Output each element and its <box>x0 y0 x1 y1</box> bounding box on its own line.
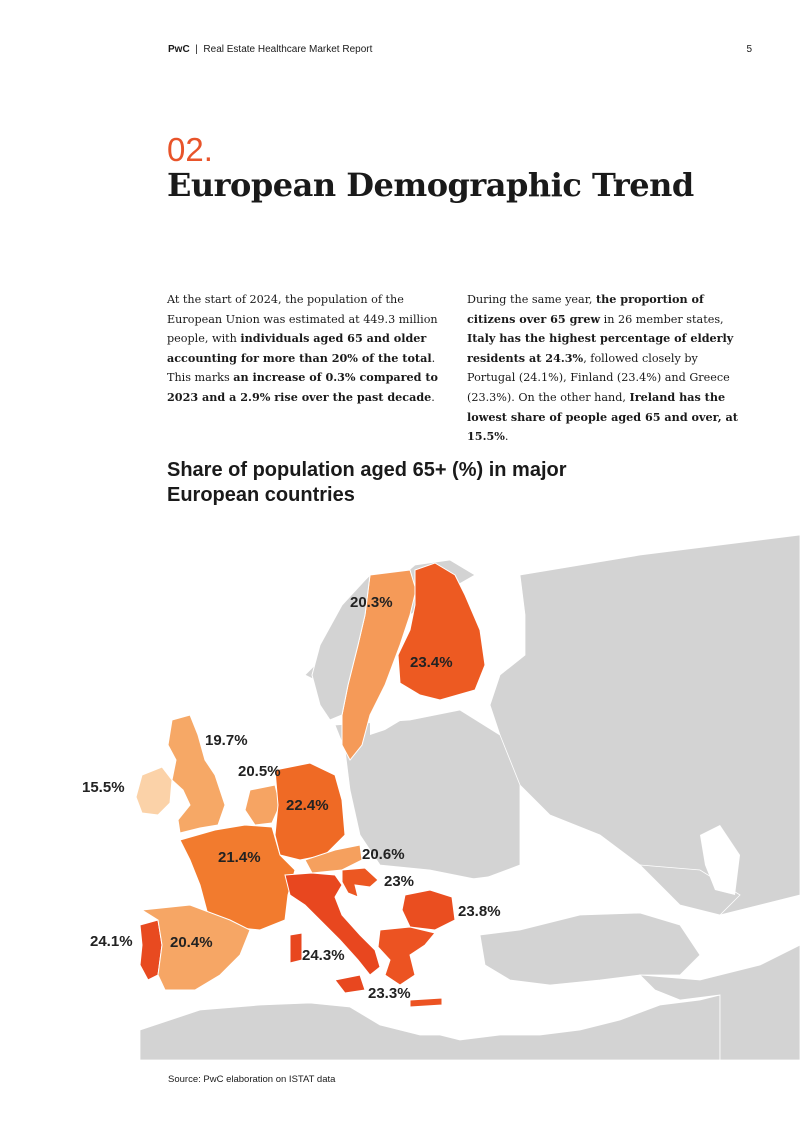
land-caucasus <box>638 864 741 916</box>
country-france <box>179 824 296 931</box>
text-run: . This marks <box>167 351 436 385</box>
text-run: At the start of 2024, the population of … <box>167 293 438 346</box>
text-run: an increase of 0.3% compared to 2023 and… <box>167 370 438 404</box>
text-run: . <box>431 390 435 404</box>
text-run: . <box>504 430 509 444</box>
header-separator: | <box>195 44 198 55</box>
map-value-label: 20.5% <box>238 763 281 780</box>
map-value-label: 20.6% <box>362 846 405 863</box>
map-value-label: 22.4% <box>286 797 329 814</box>
section-number: 02. <box>167 131 213 168</box>
country-uk <box>167 714 226 834</box>
land-middle-east <box>638 944 800 1060</box>
land-northeast <box>489 535 800 916</box>
body-text-right: During the same year, the proportion of … <box>467 290 749 447</box>
map-value-label: 23.8% <box>458 903 501 920</box>
chart-title: Share of population aged 65+ (%) in majo… <box>167 459 567 506</box>
map-value-label: 23% <box>384 873 414 890</box>
text-run: During the same year, <box>467 293 596 306</box>
brand-name: PwC <box>168 44 190 55</box>
country-spain <box>140 904 251 991</box>
map-value-label: 19.7% <box>205 732 248 749</box>
header-left: PwC | Real Estate Healthcare Market Repo… <box>168 44 372 55</box>
text-run: the proportion of citizens over 65 grew <box>467 292 704 326</box>
text-run: in 26 member states, <box>600 312 724 326</box>
country-italy-sicily <box>334 974 366 994</box>
map-value-label: 20.3% <box>350 594 393 611</box>
country-italy-sardinia <box>289 932 303 964</box>
baltic-sea <box>370 655 420 735</box>
black-sea <box>460 870 590 915</box>
country-norway <box>311 573 371 721</box>
page-header: PwC | Real Estate Healthcare Market Repo… <box>168 44 752 55</box>
country-benelux <box>244 784 281 826</box>
report-title: Real Estate Healthcare Market Report <box>203 44 373 55</box>
europe-choropleth-map: 20.3% 23.4% 19.7% 15.5% 20.5% 22.4% 21.4% 20.6%… <box>82 535 800 1060</box>
map-value-label: 24.3% <box>302 947 345 964</box>
text-run: individuals aged 65 and older accounting… <box>167 331 432 365</box>
country-ireland <box>135 766 173 816</box>
text-run: , followed closely by Portugal (24.1%), … <box>467 351 730 404</box>
map-value-label: 20.4% <box>170 934 213 951</box>
caspian-sea <box>700 825 740 895</box>
country-greece-crete <box>409 997 443 1008</box>
text-run: Ireland has the lowest share of people a… <box>467 389 738 444</box>
section-title: European Demographic Trend <box>167 166 694 204</box>
country-bulgaria <box>401 889 456 931</box>
map-value-label: 23.3% <box>368 985 411 1002</box>
page-number: 5 <box>746 44 752 55</box>
country-italy <box>284 872 381 976</box>
text-run: Italy has the highest percentage of elde… <box>467 331 734 365</box>
map-value-label: 24.1% <box>90 933 133 950</box>
country-greece <box>377 926 436 986</box>
country-croatia <box>341 867 379 898</box>
chart-source: Source: PwC elaboration on ISTAT data <box>168 1074 336 1085</box>
land-turkey <box>479 912 701 986</box>
country-finland <box>397 562 486 701</box>
map-value-label: 23.4% <box>410 654 453 671</box>
body-text-left: At the start of 2024, the population of … <box>167 290 449 408</box>
map-value-label: 15.5% <box>82 779 125 796</box>
map-value-label: 21.4% <box>218 849 261 866</box>
map-labels: 20.3% 23.4% 19.7% 15.5% 20.5% 22.4% 21.4% 20.6%… <box>82 594 501 1002</box>
